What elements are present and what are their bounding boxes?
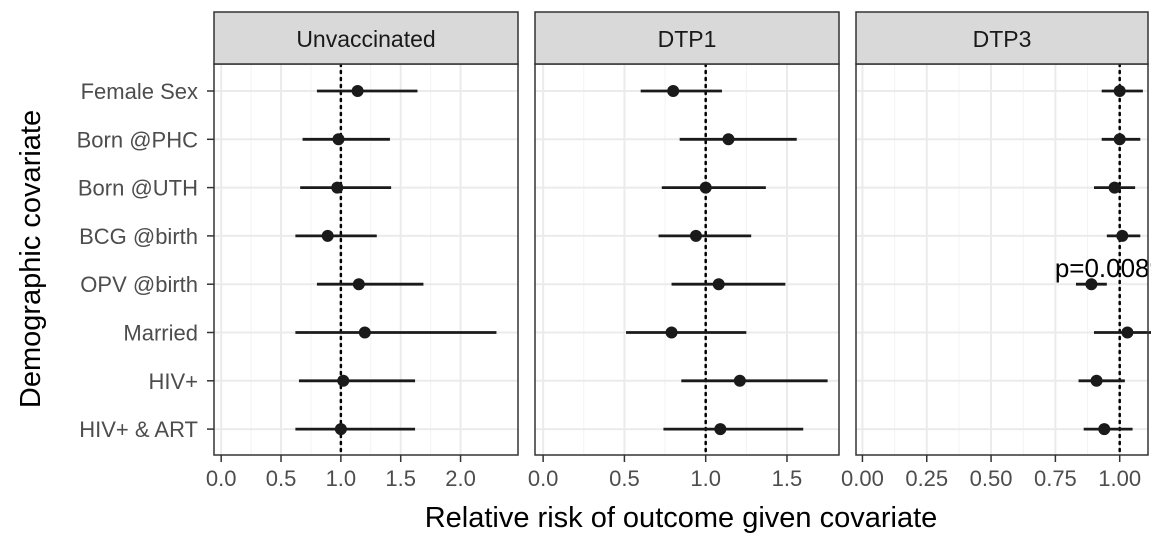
point-estimate bbox=[1113, 85, 1126, 97]
point-estimate bbox=[332, 133, 345, 146]
point-estimate bbox=[337, 374, 350, 387]
x-tick-label: 0.5 bbox=[609, 466, 640, 491]
x-tick-label: 1.5 bbox=[772, 466, 803, 491]
panel-background bbox=[214, 64, 518, 455]
x-tick-label: 0.25 bbox=[905, 466, 948, 491]
facet-strip bbox=[213, 11, 519, 65]
point-estimate bbox=[667, 85, 680, 97]
x-tick-label: 1.00 bbox=[1098, 466, 1141, 491]
point-estimate bbox=[1085, 278, 1098, 291]
point-estimate bbox=[714, 423, 727, 436]
annotation-label: p=0.0089 bbox=[1055, 253, 1151, 283]
x-tick-label: 0.0 bbox=[528, 466, 559, 491]
point-estimate bbox=[699, 181, 712, 194]
point-estimate bbox=[352, 278, 365, 291]
facet-strip-label: DTP3 bbox=[973, 26, 1032, 52]
point-estimate bbox=[733, 374, 746, 387]
point-estimate bbox=[722, 133, 735, 146]
panel-background bbox=[856, 64, 1148, 455]
point-estimate bbox=[1116, 229, 1129, 242]
y-tick-label: Married bbox=[123, 321, 198, 346]
point-estimate bbox=[689, 229, 702, 242]
facet-strip bbox=[855, 11, 1149, 65]
point-estimate bbox=[331, 181, 344, 194]
point-estimate bbox=[712, 278, 725, 291]
point-estimate bbox=[358, 326, 371, 339]
x-axis-title: Relative risk of outcome given covariate bbox=[425, 502, 938, 533]
x-tick-label: 1.0 bbox=[326, 466, 357, 491]
y-tick-label: BCG @birth bbox=[79, 224, 198, 249]
x-tick-label: 0.00 bbox=[841, 466, 884, 491]
x-tick-label: 0.0 bbox=[206, 466, 237, 491]
y-tick-label: OPV @birth bbox=[80, 272, 198, 297]
y-axis-title: Demographic covariate bbox=[15, 110, 47, 408]
y-tick-label: Born @UTH bbox=[78, 176, 198, 201]
point-estimate bbox=[334, 423, 347, 436]
point-estimate bbox=[665, 326, 678, 339]
point-estimate bbox=[321, 229, 334, 242]
point-estimate bbox=[1108, 181, 1121, 194]
x-tick-label: 0.50 bbox=[970, 466, 1013, 491]
point-estimate bbox=[1098, 423, 1111, 436]
y-tick-label: Female Sex bbox=[81, 79, 198, 104]
x-tick-label: 0.5 bbox=[266, 466, 297, 491]
y-tick-label: HIV+ bbox=[148, 369, 198, 394]
point-estimate bbox=[1090, 374, 1103, 387]
y-tick-label: HIV+ & ART bbox=[79, 417, 198, 442]
panel-background bbox=[535, 64, 839, 455]
point-estimate bbox=[1113, 133, 1126, 146]
point-estimate bbox=[1121, 326, 1134, 339]
x-tick-label: 0.75 bbox=[1034, 466, 1077, 491]
facet-strip-label: DTP1 bbox=[658, 26, 717, 52]
x-tick-label: 1.0 bbox=[690, 466, 721, 491]
facet-strip bbox=[534, 11, 840, 65]
x-tick-label: 1.5 bbox=[385, 466, 416, 491]
x-tick-label: 2.0 bbox=[445, 466, 476, 491]
facet-strip-label: Unvaccinated bbox=[296, 26, 435, 52]
point-estimate bbox=[351, 85, 364, 97]
y-tick-label: Born @PHC bbox=[77, 127, 198, 152]
